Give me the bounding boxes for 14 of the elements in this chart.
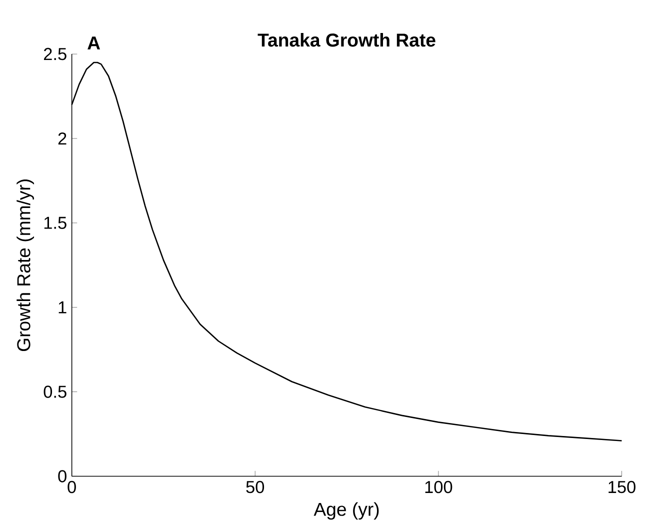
y-tick-label: 1.5 (44, 216, 66, 229)
y-tick-label: 2 (58, 132, 66, 145)
x-axis-title: Age (yr) (314, 502, 379, 520)
y-axis-title: Growth Rate (mm/yr) (16, 180, 34, 351)
y-tick-label: 2.5 (44, 48, 66, 60)
chart-title: Tanaka Growth Rate (258, 33, 436, 47)
x-tick-label: 100 (425, 480, 452, 494)
x-tick-label: 150 (608, 480, 636, 494)
y-tick-label: 0 (58, 470, 66, 482)
x-tick-label: 50 (246, 480, 264, 494)
y-tick-label: 0.5 (44, 386, 66, 398)
y-tick-label: 1 (58, 301, 66, 314)
text: A (88, 36, 100, 50)
x-tick-label: 0 (68, 480, 76, 494)
